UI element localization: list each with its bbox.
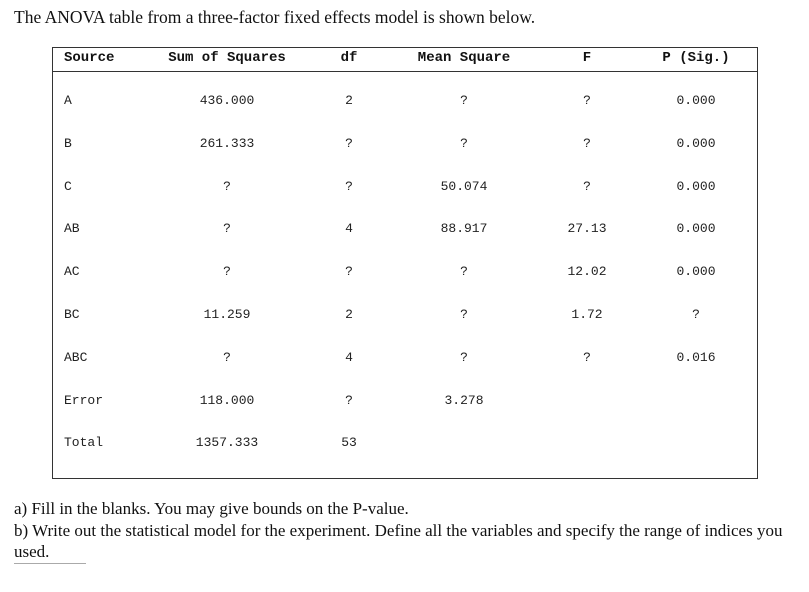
table-cell: 0.000 bbox=[676, 221, 716, 237]
questions: a) Fill in the blanks. You may give boun… bbox=[14, 498, 804, 563]
table-cell: 0.000 bbox=[676, 135, 716, 151]
column-header: Source bbox=[64, 50, 115, 66]
question: b) Write out the statistical model for t… bbox=[14, 520, 783, 562]
table-cell: ? bbox=[223, 178, 231, 194]
table-cell: 2 bbox=[345, 93, 353, 108]
table-cell: 50.074 bbox=[440, 178, 488, 194]
table-cell: ? bbox=[345, 178, 353, 194]
table-cell: ? bbox=[345, 264, 353, 280]
table-cell: 4 bbox=[345, 221, 353, 237]
table-cell: ? bbox=[223, 221, 231, 237]
table-cell: 1357.333 bbox=[195, 435, 259, 451]
table-cell: A bbox=[64, 93, 72, 108]
table-cell: B bbox=[64, 135, 72, 151]
table-cell: ? bbox=[460, 93, 468, 108]
table-cell: 261.333 bbox=[199, 135, 255, 151]
table-cell: 4 bbox=[345, 349, 353, 365]
column-header: F bbox=[582, 50, 592, 66]
intro-text: The ANOVA table from a three-factor fixe… bbox=[14, 7, 536, 27]
underline bbox=[14, 563, 86, 564]
table-cell: 0.000 bbox=[676, 178, 716, 194]
header-rule bbox=[53, 71, 757, 72]
table-cell: 27.13 bbox=[567, 221, 607, 237]
table-cell: ? bbox=[345, 392, 353, 408]
table-cell: 2 bbox=[345, 307, 353, 322]
table-cell: 0.000 bbox=[676, 93, 716, 108]
table-cell: 118.000 bbox=[199, 392, 255, 408]
table-cell: 436.000 bbox=[199, 93, 255, 108]
column-header: df bbox=[340, 50, 358, 66]
table-cell: ABC bbox=[64, 349, 88, 365]
table-cell: ? bbox=[583, 93, 591, 108]
table-cell: ? bbox=[583, 178, 591, 194]
table-cell: ? bbox=[223, 264, 231, 280]
table-cell: 1.72 bbox=[571, 307, 603, 322]
table-cell: 0.016 bbox=[676, 349, 716, 365]
column-header: Mean Square bbox=[417, 50, 511, 66]
column-header: P (Sig.) bbox=[662, 50, 730, 66]
table-cell: BC bbox=[64, 307, 80, 322]
table-cell: 53 bbox=[341, 435, 357, 451]
table-cell: C bbox=[64, 178, 72, 194]
table-cell: ? bbox=[583, 135, 591, 151]
table-cell: ? bbox=[223, 349, 231, 365]
table-cell: 88.917 bbox=[440, 221, 488, 237]
table-cell: Total bbox=[64, 435, 104, 451]
column-header: Sum of Squares bbox=[168, 50, 286, 66]
table-cell: 12.02 bbox=[567, 264, 607, 280]
table-cell: ? bbox=[583, 349, 591, 365]
question: a) Fill in the blanks. You may give boun… bbox=[14, 499, 409, 518]
table-cell: ? bbox=[345, 135, 353, 151]
table-cell: 0.000 bbox=[676, 264, 716, 280]
table-cell: ? bbox=[692, 307, 700, 322]
table-cell: ? bbox=[460, 307, 468, 322]
table-cell: 11.259 bbox=[203, 307, 251, 322]
table-cell: ? bbox=[460, 264, 468, 280]
table-cell: 3.278 bbox=[444, 392, 484, 408]
table-cell: ? bbox=[460, 135, 468, 151]
table-cell: AC bbox=[64, 264, 80, 280]
table-cell: AB bbox=[64, 221, 80, 237]
table-cell: Error bbox=[64, 392, 104, 408]
anova-table: Source Sum of Squares df Mean Square F P (Sig… bbox=[52, 47, 758, 479]
table-cell: ? bbox=[460, 349, 468, 365]
